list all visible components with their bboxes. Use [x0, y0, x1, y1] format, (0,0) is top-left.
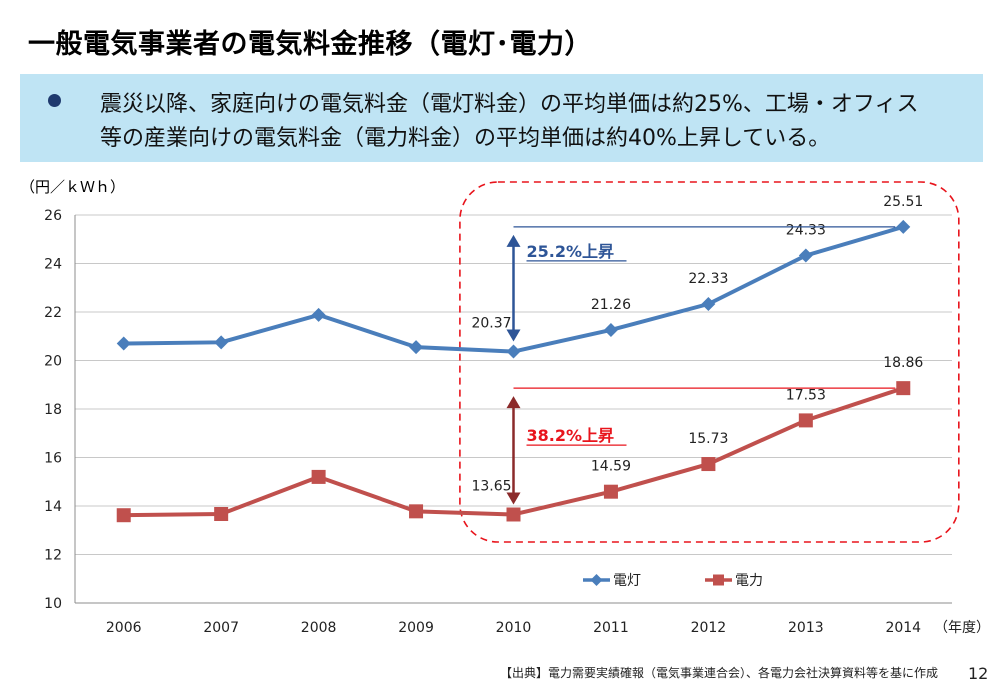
x-tick-label: 2006	[106, 620, 142, 636]
data-point	[798, 248, 813, 263]
data-point	[798, 413, 813, 428]
data-label: 17.53	[786, 387, 826, 403]
x-tick-label: 2014	[885, 620, 921, 636]
data-label: 20.37	[471, 316, 511, 332]
data-point	[701, 457, 716, 472]
y-tick-label: 16	[44, 451, 62, 467]
y-tick-label: 20	[44, 354, 62, 370]
bullet-icon	[48, 94, 61, 107]
data-label: 22.33	[688, 271, 728, 287]
data-point	[116, 336, 131, 351]
data-point	[214, 335, 229, 350]
data-point	[603, 484, 618, 499]
x-tick-label: 2011	[593, 620, 629, 636]
highlight-box	[459, 181, 960, 543]
data-label: 25.51	[883, 194, 923, 210]
y-tick-label: 10	[44, 596, 62, 612]
summary-line-2: 等の産業向けの電気料金（電力料金）の平均単価は約40%上昇している。	[100, 126, 831, 151]
arrow-head-down	[506, 492, 521, 505]
x-tick-label: 2007	[203, 620, 239, 636]
data-label: 21.26	[591, 297, 631, 313]
data-label: 18.86	[883, 355, 923, 371]
data-point	[311, 469, 326, 484]
price-trend-chart: 10 12 14 16 18 20 22 24 26 2006 2007 2008 2009 2010 20…	[44, 181, 990, 636]
data-point	[409, 340, 424, 355]
x-tick-label: 2008	[301, 620, 337, 636]
data-point	[311, 307, 326, 322]
x-tick-label: 2009	[398, 620, 434, 636]
data-label: 14.59	[591, 459, 631, 475]
data-label: 13.65	[471, 478, 511, 494]
y-axis-unit-label: （円／ｋＷｈ）	[20, 178, 126, 196]
arrow-head-up	[506, 396, 521, 409]
arrow-head-up	[506, 234, 521, 247]
data-point	[409, 504, 424, 519]
page-number: 12	[968, 664, 989, 683]
data-point	[506, 507, 521, 522]
x-tick-label: 2013	[788, 620, 824, 636]
x-tick-label: 2010	[496, 620, 532, 636]
x-tick-label: 2012	[691, 620, 727, 636]
data-point	[116, 508, 131, 523]
legend-marker	[713, 574, 724, 586]
data-point	[603, 322, 618, 337]
summary-line-1: 震災以降、家庭向けの電気料金（電灯料金）の平均単価は約25%、工場・オフィス	[100, 92, 919, 117]
y-tick-label: 12	[44, 548, 62, 564]
source-note: 【出典】電力需要実績確報（電気事業連合会）、各電力会社決算資料等を基に作成	[500, 666, 939, 680]
arrow-head-down	[506, 329, 521, 342]
y-tick-label: 22	[44, 305, 62, 321]
data-point	[506, 344, 521, 359]
y-tick-label: 24	[44, 257, 62, 273]
y-tick-label: 14	[44, 499, 62, 515]
legend-label-電力: 電力	[735, 573, 763, 589]
annotation-label: 38.2%上昇	[527, 426, 615, 445]
page-title: 一般電気事業者の電気料金推移（電灯･電力）	[28, 29, 592, 60]
data-point	[896, 381, 911, 396]
y-tick-label: 26	[44, 208, 62, 224]
legend-label-電灯: 電灯	[613, 573, 641, 589]
data-label: 15.73	[688, 431, 728, 447]
summary-banner: 震災以降、家庭向けの電気料金（電灯料金）の平均単価は約25%、工場・オフィス 等…	[20, 74, 983, 162]
data-point	[701, 296, 716, 311]
legend-marker	[590, 574, 603, 586]
data-point	[896, 219, 911, 234]
data-point	[214, 507, 229, 522]
y-tick-label: 18	[44, 402, 62, 418]
x-axis-unit-label: （年度）	[934, 620, 990, 636]
annotation-label: 25.2%上昇	[527, 242, 615, 261]
data-label: 24.33	[786, 222, 826, 238]
